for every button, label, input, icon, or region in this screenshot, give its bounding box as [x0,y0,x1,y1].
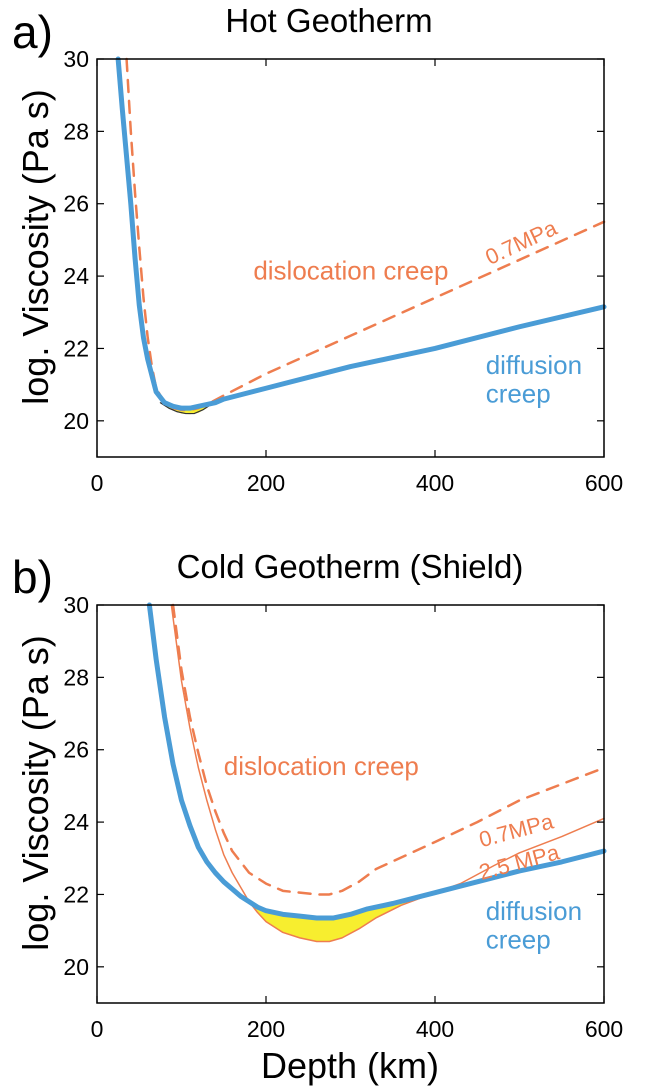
x-tick-label: 600 [585,470,623,496]
y-tick-label: 20 [63,954,89,980]
panel-a: a) Hot Geotherm log. Viscosity (Pa s) 0 2… [12,2,623,496]
x-tick-label: 400 [416,1016,454,1042]
series-line-diffusion-creep [146,602,607,921]
panel-label: b) [12,551,53,603]
y-tick-label: 30 [63,592,89,618]
series-line-0.7mpa [171,603,606,896]
y-tick-label: 26 [63,191,89,217]
y-tick-label: 28 [63,664,89,690]
x-tick-label: 400 [416,470,454,496]
plot-frame [96,58,605,458]
y-tick-label: 24 [63,809,89,835]
annotation-dislocation-creep: dislocation creep [224,751,419,781]
y-tick-label: 22 [63,335,89,361]
series-line-combined [159,402,212,415]
y-tick-label: 30 [63,46,89,72]
panel-b: b) Cold Geotherm (Shield) log. Viscosity… [12,548,623,1086]
y-axis-label: log. Viscosity (Pa s) [15,635,56,950]
y-tick-label: 28 [63,118,89,144]
chart-title: Cold Geotherm (Shield) [177,548,524,585]
y-tick-label: 24 [63,263,89,289]
y-tick-label: 20 [63,408,89,434]
annotation-creep: creep [486,925,551,955]
annotation-dislocation-creep: dislocation creep [253,256,448,286]
x-tick-label: 600 [585,1016,623,1042]
y-tick-label: 26 [63,737,89,763]
x-tick-label: 200 [247,470,285,496]
y-axis-label: log. Viscosity (Pa s) [15,89,56,404]
shaded-region [162,400,207,415]
x-tick-label: 0 [91,1016,104,1042]
annotation-stress-0.7mpa: 0.7MPa [481,215,561,270]
plot-frame [96,604,605,1004]
panel-label: a) [12,6,53,58]
x-tick-label: 0 [91,470,104,496]
x-tick-label: 200 [247,1016,285,1042]
x-axis-label: Depth (km) [261,1045,439,1086]
chart-title: Hot Geotherm [225,2,432,39]
y-tick-label: 22 [63,881,89,907]
annotation-diffusion: diffusion [486,896,582,926]
series-line-diffusion-creep [115,56,607,411]
annotation-diffusion: diffusion [486,350,582,380]
annotation-creep: creep [486,379,551,409]
